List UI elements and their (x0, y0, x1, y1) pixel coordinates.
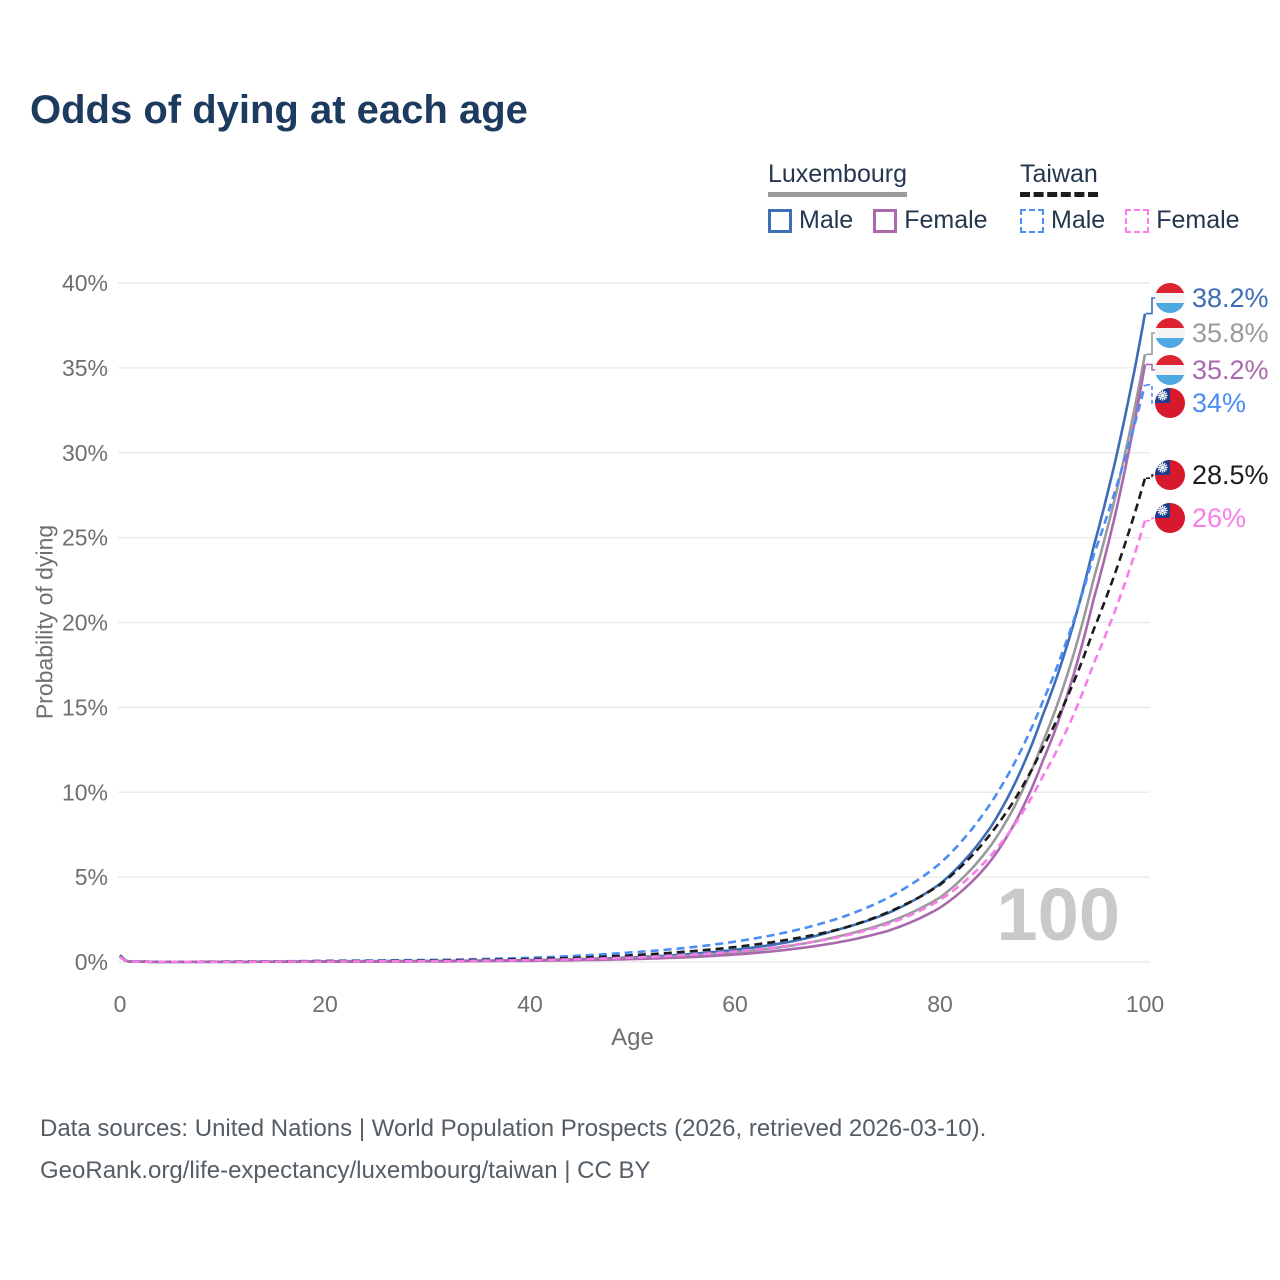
legend-country-luxembourg[interactable]: Luxembourg (768, 160, 907, 197)
legend-group-taiwan: Taiwan Male Female (1020, 160, 1260, 235)
series-line-luxembourg-female[interactable] (119, 364, 1147, 964)
legend-group-luxembourg: Luxembourg Male Female (768, 160, 1008, 235)
y-tick-5: 5% (75, 864, 108, 890)
series-end-label-luxembourg-total: 35.8% (1192, 318, 1269, 348)
series-connector-taiwan-total (1146, 474, 1157, 480)
series-line-luxembourg-total[interactable] (119, 354, 1147, 964)
series-line-luxembourg-male[interactable] (119, 313, 1147, 964)
series-line-taiwan-female[interactable] (119, 520, 1147, 964)
legend-country-taiwan[interactable]: Taiwan (1020, 160, 1098, 197)
flag-taiwan-icon (1155, 460, 1185, 490)
y-tick-20: 20% (62, 610, 108, 636)
x-tick-40: 40 (517, 991, 543, 1017)
series-end-label-luxembourg-male: 38.2% (1192, 283, 1269, 313)
legend-swatch-luxembourg-female-icon[interactable] (873, 208, 898, 233)
flag-taiwan-icon (1155, 503, 1185, 533)
series-end-label-taiwan-female: 26% (1192, 503, 1246, 533)
x-tick-100: 100 (1126, 991, 1164, 1017)
series-connector-taiwan-female (1146, 517, 1157, 522)
y-tick-10: 10% (62, 779, 108, 805)
flag-luxembourg-icon (1155, 355, 1185, 385)
series-line-taiwan-male[interactable] (119, 384, 1147, 964)
x-tick-20: 20 (312, 991, 338, 1017)
flag-taiwan-icon (1155, 388, 1185, 418)
flag-luxembourg-icon (1155, 283, 1185, 313)
legend-swatch-luxembourg-male-icon[interactable] (768, 208, 792, 233)
x-tick-0: 0 (114, 991, 127, 1017)
series-connector-luxembourg-female (1146, 363, 1157, 371)
series-connector-luxembourg-male (1146, 297, 1157, 315)
y-tick-40: 40% (62, 270, 108, 296)
y-tick-15: 15% (62, 694, 108, 720)
x-tick-60: 60 (722, 991, 748, 1017)
series-connector-taiwan-male (1146, 384, 1157, 404)
footer-attribution-link[interactable]: GeoRank.org/life-expectancy/luxembourg/t… (40, 1157, 651, 1184)
series-line-taiwan-total[interactable] (119, 477, 1147, 964)
legend-swatch-taiwan-male-icon[interactable] (1020, 208, 1044, 233)
x-tick-80: 80 (927, 991, 953, 1017)
series-end-label-luxembourg-female: 35.2% (1192, 355, 1269, 385)
legend-label-luxembourg-male[interactable]: Male (799, 206, 854, 234)
legend-label-taiwan-male[interactable]: Male (1051, 206, 1106, 234)
x-axis-title: Age (611, 1024, 654, 1051)
legend-label-luxembourg-female[interactable]: Female (904, 206, 988, 234)
y-tick-30: 30% (62, 440, 108, 466)
legend-label-taiwan-female[interactable]: Female (1156, 206, 1240, 234)
series-connector-luxembourg-total (1146, 332, 1157, 356)
footer-data-sources: Data sources: United Nations | World Pop… (40, 1115, 987, 1142)
legend-swatch-taiwan-female-icon[interactable] (1125, 208, 1150, 233)
page-title: Odds of dying at each age (30, 88, 528, 132)
series-end-label-taiwan-male: 34% (1192, 388, 1246, 418)
y-tick-35: 35% (62, 355, 108, 381)
y-tick-25: 25% (62, 525, 108, 551)
series-end-label-taiwan-total: 28.5% (1192, 460, 1269, 490)
current-age-watermark: 100 (996, 873, 1120, 956)
flag-luxembourg-icon (1155, 318, 1185, 348)
footer: Data sources: United Nations | World Pop… (40, 1108, 986, 1192)
y-tick-0: 0% (75, 949, 108, 975)
